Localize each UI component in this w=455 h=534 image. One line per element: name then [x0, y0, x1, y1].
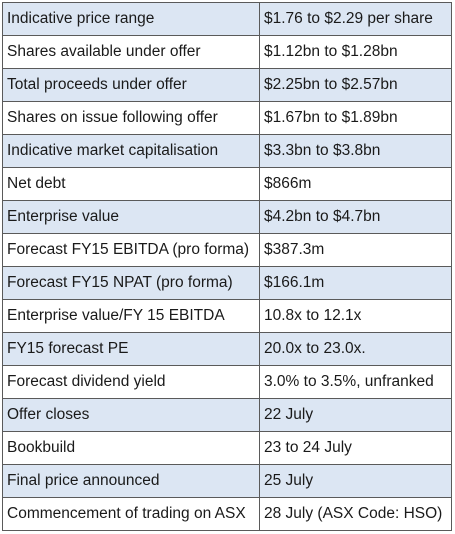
- table-row: Shares available under offer $1.12bn to $…: [2, 35, 452, 69]
- row-value: $3.3bn to $3.8bn: [259, 134, 452, 168]
- table-row: Total proceeds under offer $2.25bn to $2.…: [2, 68, 452, 102]
- row-label: Enterprise value/FY 15 EBITDA: [2, 299, 260, 333]
- row-label: Net debt: [2, 167, 260, 201]
- row-label: Forecast FY15 EBITDA (pro forma): [2, 233, 260, 267]
- row-value: $166.1m: [259, 266, 452, 300]
- row-value: 20.0x to 23.0x.: [259, 332, 452, 366]
- row-label: FY15 forecast PE: [2, 332, 260, 366]
- table-row: Net debt $866m: [2, 167, 452, 201]
- row-label: Indicative price range: [2, 2, 260, 36]
- row-value: 25 July: [259, 464, 452, 498]
- row-value: 10.8x to 12.1x: [259, 299, 452, 333]
- row-value: $1.12bn to $1.28bn: [259, 35, 452, 69]
- row-value: $387.3m: [259, 233, 452, 267]
- table-row: Offer closes 22 July: [2, 398, 452, 432]
- table-row: Enterprise value/FY 15 EBITDA 10.8x to 12…: [2, 299, 452, 333]
- table-row: Bookbuild 23 to 24 July: [2, 431, 452, 465]
- table-row: Commencement of trading on ASX 28 July (A…: [2, 497, 452, 531]
- table-row: Enterprise value $4.2bn to $4.7bn: [2, 200, 452, 234]
- table-row: Indicative price range $1.76 to $2.29 per…: [2, 2, 452, 36]
- row-value: 22 July: [259, 398, 452, 432]
- row-label: Final price announced: [2, 464, 260, 498]
- row-label: Commencement of trading on ASX: [2, 497, 260, 531]
- row-label: Indicative market capitalisation: [2, 134, 260, 168]
- row-label: Forecast FY15 NPAT (pro forma): [2, 266, 260, 300]
- row-value: 3.0% to 3.5%, unfranked: [259, 365, 452, 399]
- table-row: Forecast FY15 EBITDA (pro forma) $387.3m: [2, 233, 452, 267]
- row-label: Offer closes: [2, 398, 260, 432]
- row-label: Shares on issue following offer: [2, 101, 260, 135]
- table-row: Shares on issue following offer $1.67bn t…: [2, 101, 452, 135]
- row-value: $1.67bn to $1.89bn: [259, 101, 452, 135]
- row-label: Enterprise value: [2, 200, 260, 234]
- row-value: $866m: [259, 167, 452, 201]
- table-row: FY15 forecast PE 20.0x to 23.0x.: [2, 332, 452, 366]
- table-row: Indicative market capitalisation $3.3bn t…: [2, 134, 452, 168]
- row-label: Bookbuild: [2, 431, 260, 465]
- table-row: Forecast FY15 NPAT (pro forma) $166.1m: [2, 266, 452, 300]
- row-value: $4.2bn to $4.7bn: [259, 200, 452, 234]
- table-row: Final price announced 25 July: [2, 464, 452, 498]
- page: Indicative price range $1.76 to $2.29 per…: [2, 2, 452, 531]
- row-value: 23 to 24 July: [259, 431, 452, 465]
- table-row: Forecast dividend yield 3.0% to 3.5%, unf…: [2, 365, 452, 399]
- row-label: Forecast dividend yield: [2, 365, 260, 399]
- row-value: 28 July (ASX Code: HSO): [259, 497, 452, 531]
- row-value: $2.25bn to $2.57bn: [259, 68, 452, 102]
- row-label: Total proceeds under offer: [2, 68, 260, 102]
- row-label: Shares available under offer: [2, 35, 260, 69]
- offer-table: Indicative price range $1.76 to $2.29 per…: [2, 2, 452, 531]
- row-value: $1.76 to $2.29 per share: [259, 2, 452, 36]
